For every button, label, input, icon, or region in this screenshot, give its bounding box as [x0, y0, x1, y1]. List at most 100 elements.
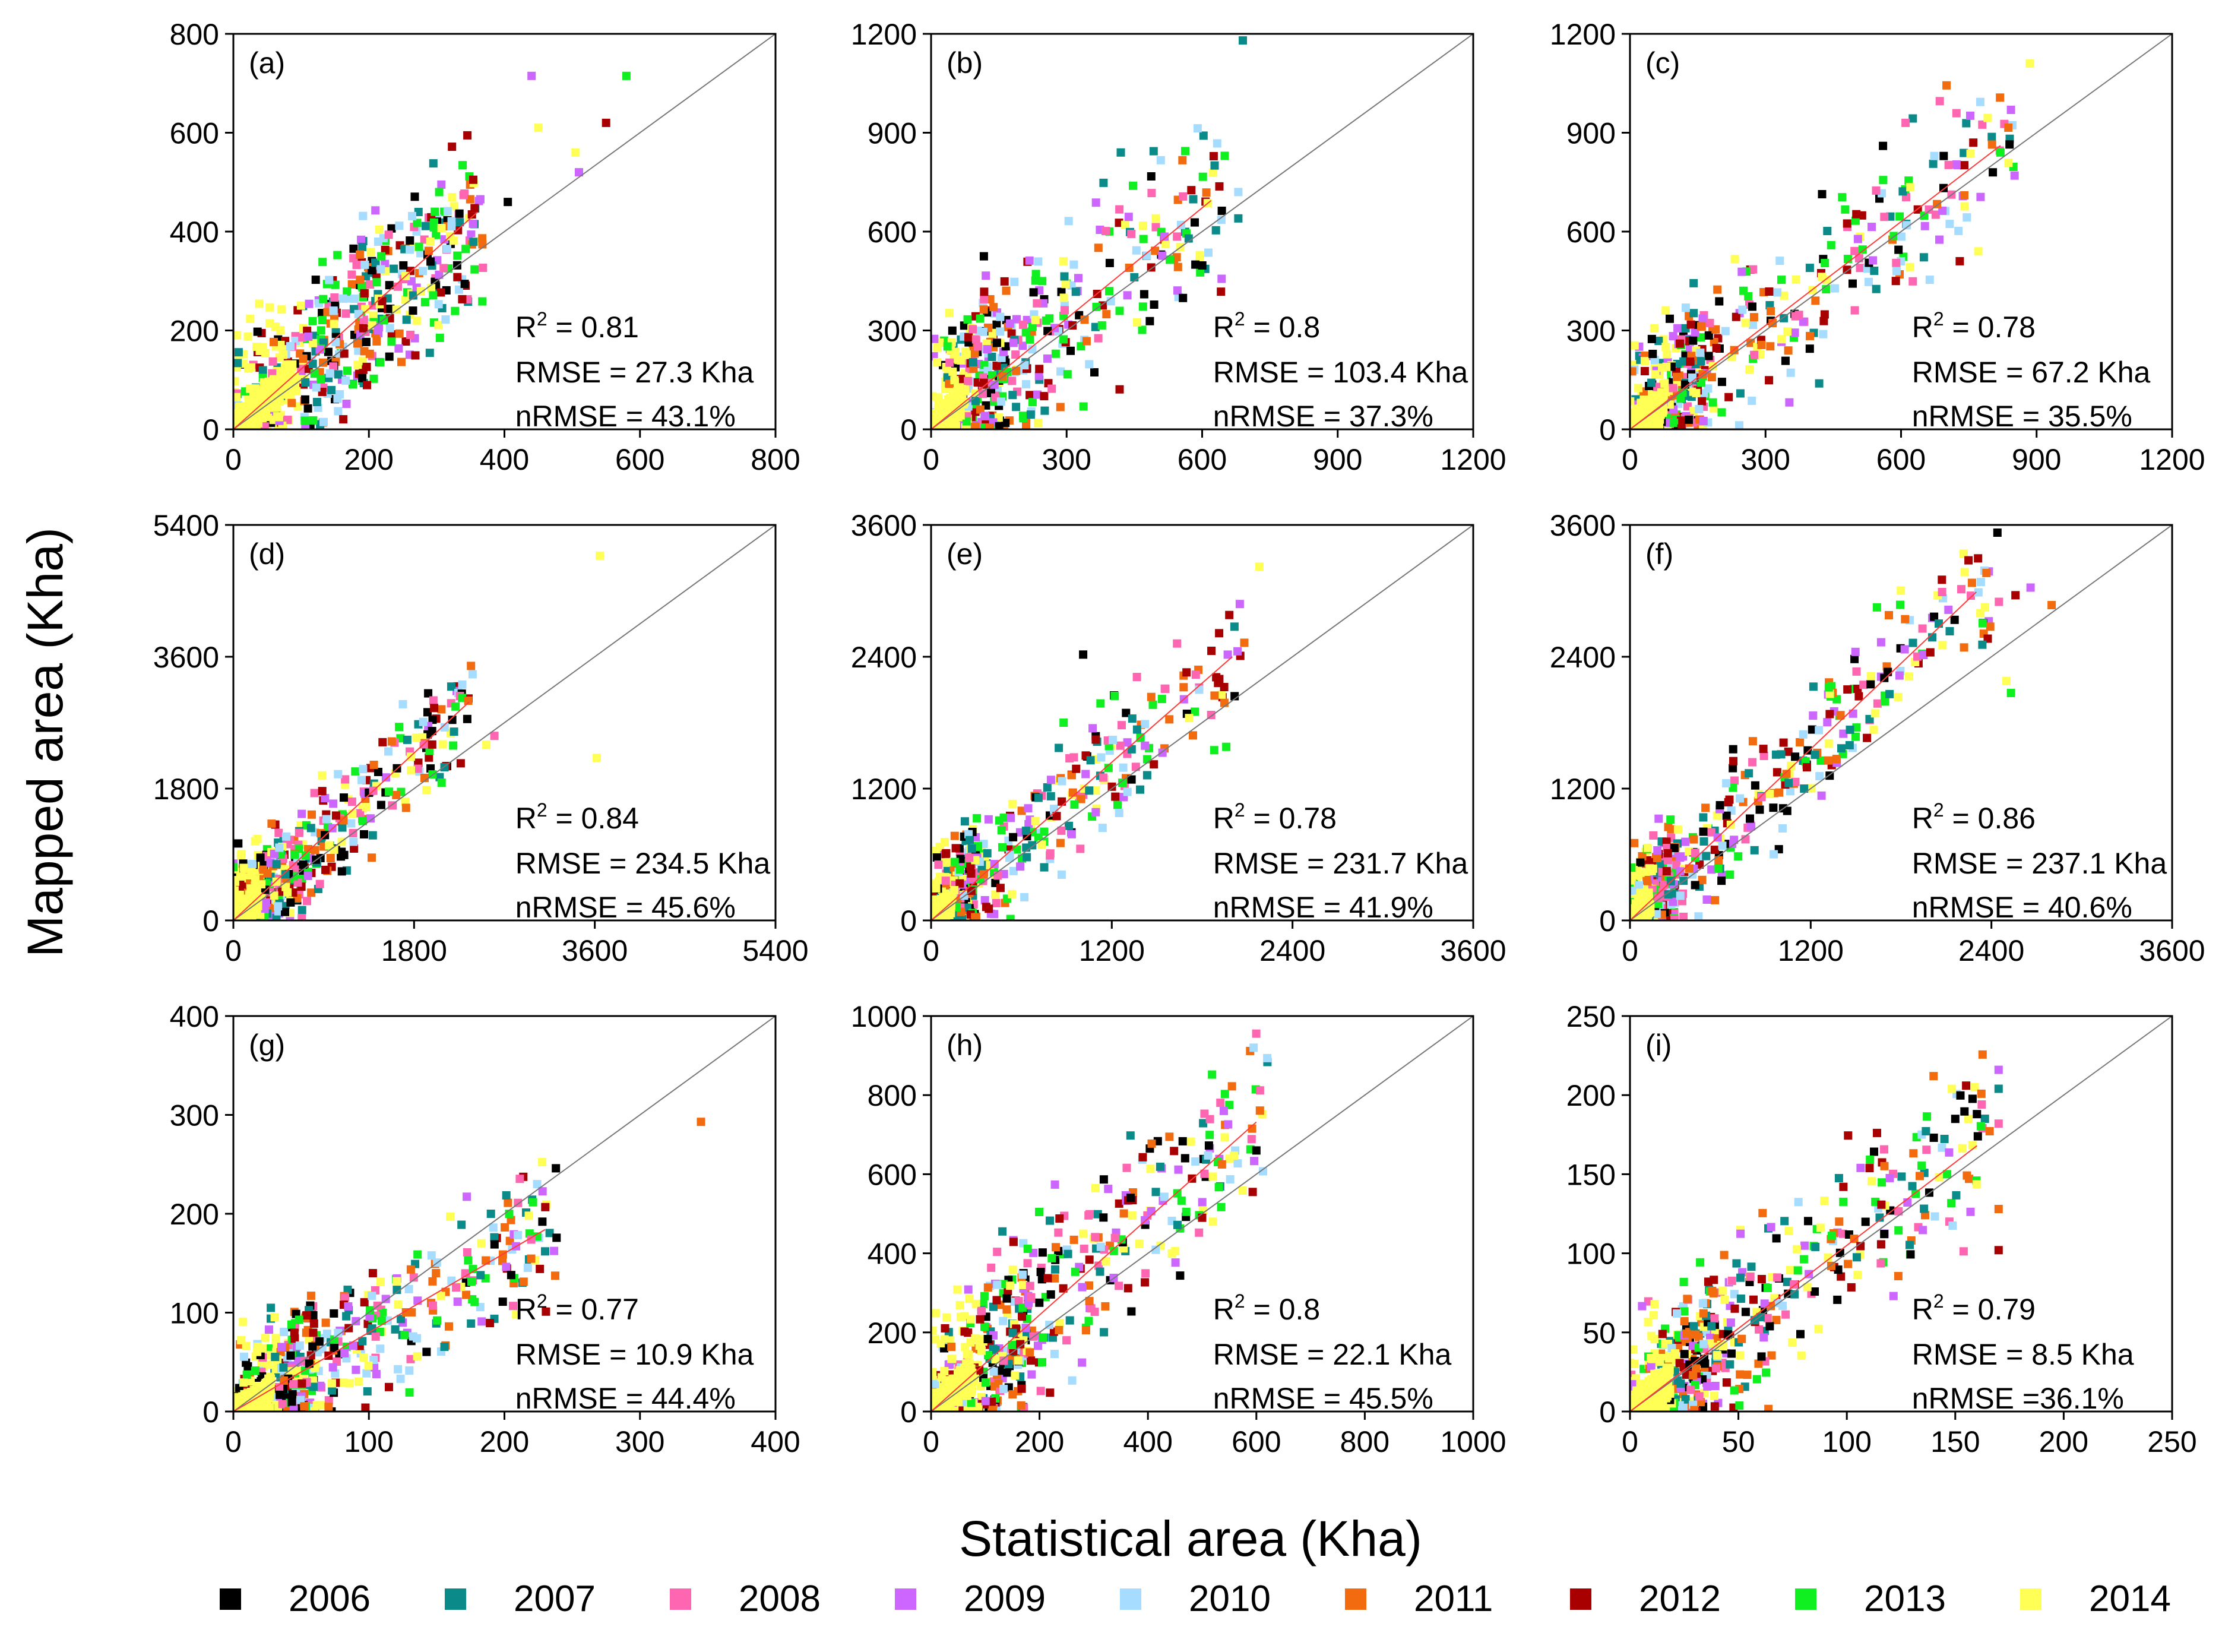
data-point — [1240, 638, 1249, 647]
data-point — [1020, 361, 1029, 370]
data-point — [937, 424, 948, 429]
outlier-point — [1239, 36, 1247, 45]
data-point — [1845, 741, 1854, 749]
data-point — [361, 1403, 370, 1412]
data-point — [401, 1308, 410, 1316]
data-point — [1039, 1333, 1047, 1342]
data-point — [385, 787, 394, 796]
data-point — [469, 219, 477, 228]
data-point — [270, 375, 281, 386]
data-point — [1012, 315, 1021, 324]
data-point — [321, 794, 330, 803]
data-point — [376, 800, 385, 809]
data-point — [1189, 731, 1197, 740]
data-point — [1008, 890, 1016, 898]
data-point — [1178, 156, 1187, 164]
data-point — [1906, 183, 1915, 192]
x-tick-label: 1200 — [1440, 443, 1506, 476]
data-point — [1918, 624, 1927, 633]
data-point — [1686, 320, 1695, 329]
data-point — [942, 423, 954, 429]
data-point — [239, 1378, 248, 1387]
data-point — [329, 306, 338, 315]
data-point — [1787, 761, 1796, 770]
data-point — [305, 1335, 314, 1344]
data-point — [1858, 245, 1867, 254]
data-point — [1132, 318, 1141, 327]
data-point — [1124, 213, 1133, 221]
data-point — [385, 281, 394, 290]
data-point — [449, 236, 458, 245]
data-point — [1058, 777, 1066, 786]
data-point — [1689, 336, 1698, 345]
data-point — [428, 1277, 437, 1286]
data-point — [267, 819, 276, 828]
data-point — [390, 264, 398, 273]
data-point — [1059, 257, 1068, 265]
data-point — [1960, 202, 1969, 211]
data-point — [1040, 406, 1049, 415]
data-point — [463, 1248, 471, 1257]
data-point — [979, 1299, 987, 1308]
data-point — [1872, 186, 1881, 195]
x-tick-label: 2400 — [1958, 934, 2024, 967]
data-point — [1065, 821, 1073, 830]
data-point — [1068, 1376, 1077, 1385]
data-point — [989, 1302, 998, 1311]
data-point — [1699, 813, 1708, 822]
data-point — [251, 837, 259, 846]
data-point — [1037, 840, 1046, 849]
data-point — [940, 1367, 949, 1376]
data-point — [1255, 1086, 1264, 1095]
data-point — [265, 303, 274, 312]
data-point — [234, 348, 243, 357]
data-point — [335, 390, 344, 398]
outlier-point — [2002, 676, 2011, 685]
data-point — [339, 1378, 348, 1387]
data-point — [1165, 715, 1174, 724]
x-tick-label: 300 — [1741, 443, 1790, 476]
data-point — [469, 238, 478, 246]
data-point — [377, 1316, 386, 1325]
data-point — [1054, 1228, 1063, 1237]
regression-line — [1630, 591, 1977, 920]
data-point — [1960, 568, 1969, 577]
data-point — [1035, 1298, 1044, 1307]
data-point — [347, 270, 356, 279]
data-point — [345, 1379, 354, 1388]
data-point — [1059, 293, 1068, 302]
data-point — [1091, 786, 1100, 795]
data-point — [1085, 786, 1094, 795]
outlier-point — [538, 1217, 547, 1226]
data-point — [1879, 176, 1888, 185]
data-point — [1686, 357, 1695, 366]
data-point — [432, 1269, 441, 1277]
data-point — [1644, 843, 1653, 852]
data-point — [1930, 612, 1939, 621]
data-point — [1647, 867, 1656, 876]
data-point — [969, 365, 978, 373]
data-point — [966, 1338, 975, 1347]
data-point — [384, 747, 393, 756]
data-point — [431, 207, 439, 216]
data-point — [523, 1264, 532, 1272]
data-point — [1065, 1316, 1074, 1325]
data-point — [1817, 791, 1826, 800]
plot-frame — [1629, 524, 2173, 922]
data-point — [1664, 890, 1673, 899]
data-point — [440, 723, 449, 732]
data-point — [1099, 1175, 1108, 1184]
data-point — [2010, 171, 2019, 180]
data-point — [290, 1328, 299, 1337]
data-point — [1651, 370, 1660, 379]
data-point — [932, 884, 941, 893]
data-point — [1976, 192, 1985, 201]
data-point — [1074, 274, 1082, 283]
data-point — [1718, 841, 1727, 850]
data-point — [1220, 683, 1229, 691]
data-point — [943, 342, 952, 351]
data-point — [381, 245, 390, 254]
data-point — [1697, 378, 1705, 387]
data-point — [1960, 148, 1968, 157]
